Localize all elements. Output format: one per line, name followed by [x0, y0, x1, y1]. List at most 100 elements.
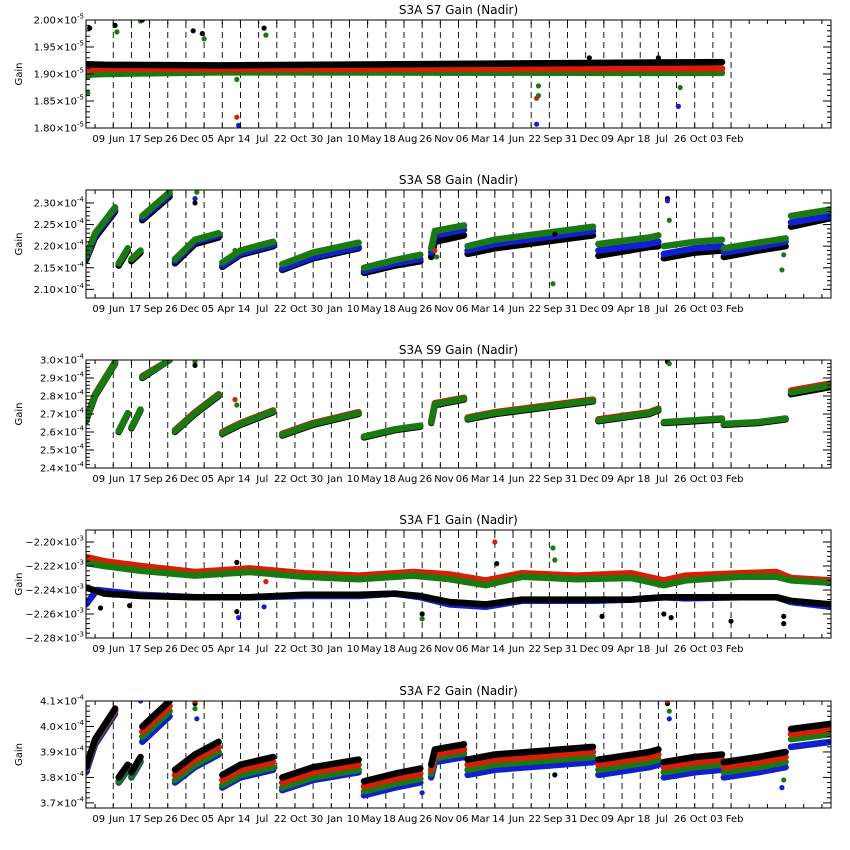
panel-5: 09 Jun 17 Sep 26 Dec 05 Apr 14 Jul 22 Oct 30 Jan 10 May…	[14, 684, 832, 825]
x-tick-label: 17	[129, 134, 142, 145]
y-tick-label: −2.26×10-3	[25, 607, 84, 621]
series-green-segment	[115, 409, 132, 435]
series-green-segment	[720, 758, 789, 776]
x-tick-label: 30	[310, 644, 323, 655]
x-tick-label: 26	[165, 134, 178, 145]
series-black-segment	[720, 748, 789, 766]
x-ticks	[94, 701, 823, 808]
x-tick-label: Apr	[617, 644, 635, 655]
outlier-point	[655, 55, 661, 61]
x-tick-label: 09	[92, 134, 105, 145]
x-tick-label: Sep	[144, 474, 163, 485]
series-group	[86, 190, 831, 287]
x-tick-label: 03	[710, 644, 723, 655]
x-tick-label: Jan	[326, 304, 342, 315]
series-blue-segment	[660, 242, 726, 258]
y-tick-label: 2.10×10-4	[34, 282, 85, 296]
y-axis-label: Gain	[14, 403, 25, 426]
y-tick-label: 3.0×10-4	[40, 353, 85, 367]
series-red-segment	[139, 702, 173, 735]
x-tick-label: 09	[92, 814, 105, 825]
series-green-segment	[139, 707, 173, 740]
series-green-segment	[171, 229, 222, 263]
x-tick-label: 18	[637, 304, 650, 315]
x-tick-label: 10	[347, 474, 360, 485]
x-tick-label: 18	[383, 814, 396, 825]
series-black-segment	[219, 753, 277, 779]
outlier-point	[781, 777, 787, 783]
y-tick-label: 2.7×10-4	[40, 407, 85, 421]
outlier-point	[236, 615, 242, 621]
outlier-point	[139, 20, 145, 23]
series-green-segment	[219, 238, 277, 266]
x-tick-label: Apr	[217, 304, 235, 315]
x-tick-label: 10	[347, 134, 360, 145]
x-tick-label: 18	[383, 644, 396, 655]
series-black-segment	[660, 247, 726, 262]
series-green-segment	[660, 761, 726, 776]
panel-title: S3A S9 Gain (Nadir)	[399, 343, 518, 357]
series-red-segment	[360, 770, 424, 790]
x-tick-label: 26	[419, 814, 432, 825]
y-tick-label: −2.22×10-3	[25, 559, 84, 573]
x-tick-label: 09	[601, 134, 614, 145]
x-ticks	[94, 530, 823, 638]
outlier-point	[781, 252, 787, 258]
x-tick-label: 31	[565, 814, 578, 825]
x-tick-label: Feb	[726, 474, 744, 485]
y-tick-label: 3.7×10-4	[40, 795, 85, 809]
outlier-point	[234, 402, 240, 408]
x-tick-label: Sep	[144, 134, 163, 145]
outlier-point	[194, 190, 200, 195]
series-red-segment	[595, 751, 662, 768]
series-group	[86, 360, 831, 441]
x-tick-label: Mar	[471, 814, 491, 825]
outlier-point	[236, 122, 242, 128]
series-group	[86, 539, 831, 627]
x-tick-label: Jan	[326, 134, 342, 145]
outlier-point	[492, 539, 498, 545]
series-green-segment	[278, 239, 362, 268]
series-green-segment	[787, 381, 831, 396]
series-green-segment	[219, 408, 277, 437]
outlier-point	[494, 561, 500, 567]
outlier-point	[232, 397, 238, 403]
outlier-point	[234, 559, 240, 566]
x-tick-label: Jul	[655, 644, 668, 655]
y-tick-label: 1.90×10-5	[34, 67, 84, 81]
x-tick-label: Jan	[326, 814, 342, 825]
series-group	[86, 701, 831, 799]
outlier-point	[664, 701, 671, 704]
x-tick-label: Nov	[434, 474, 454, 485]
outlier-point	[666, 708, 672, 714]
x-tick-label: 09	[92, 304, 105, 315]
x-tick-label: Apr	[217, 134, 235, 145]
x-tick-label: Dec	[580, 474, 599, 485]
x-tick-label: 30	[310, 134, 323, 145]
x-tick-label: Mar	[471, 474, 491, 485]
series-green-segment	[171, 391, 222, 435]
x-tick-label: Jul	[255, 474, 268, 485]
x-tick-label: 30	[310, 304, 323, 315]
x-tick-label: 03	[710, 134, 723, 145]
y-tick-label: 2.4×10-4	[40, 461, 85, 475]
x-tick-label: 05	[201, 474, 214, 485]
outlier-point	[192, 196, 198, 202]
x-tick-label: 31	[565, 134, 578, 145]
panel-title: S3A S8 Gain (Nadir)	[399, 173, 518, 187]
x-tick-label: 26	[165, 814, 178, 825]
series-green-segment	[595, 756, 662, 774]
series-red-segment	[171, 743, 222, 779]
x-tick-label: 18	[383, 134, 396, 145]
x-tick-label: 26	[674, 134, 687, 145]
x-tick-label: Sep	[544, 474, 563, 485]
x-tick-label: 09	[601, 814, 614, 825]
series-green-segment	[128, 247, 144, 263]
x-tick-label: 18	[383, 304, 396, 315]
x-tick-label: Jun	[508, 134, 525, 145]
x-tick-label: 26	[419, 304, 432, 315]
outlier-point	[194, 716, 200, 722]
series-black-segment	[660, 751, 726, 766]
outlier-point	[599, 613, 605, 620]
